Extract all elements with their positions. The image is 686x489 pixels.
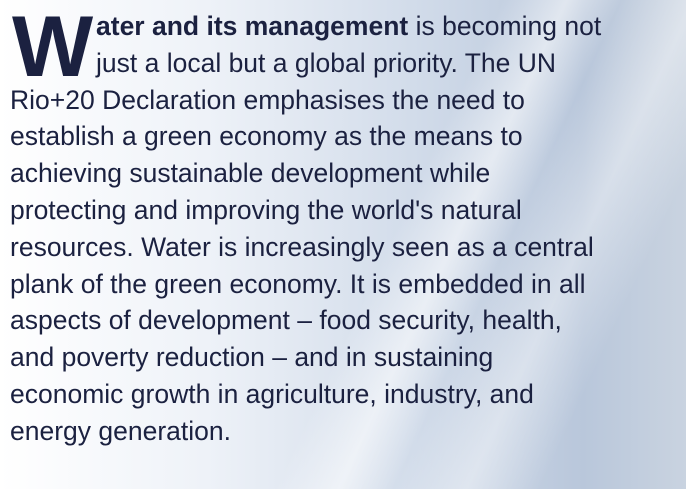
text-line: energy generation. [10, 413, 601, 450]
text-span: is becoming not [416, 11, 602, 41]
text-line: economic growth in agriculture, industry… [10, 376, 601, 413]
page: W ater and its management is becoming no… [0, 0, 686, 489]
paragraph: W ater and its management is becoming no… [10, 8, 601, 450]
lead-text: ater and its management [96, 11, 408, 41]
text-body: just a local but a global priority. The … [10, 45, 601, 450]
text-line: ater and its management is becoming not [10, 8, 601, 45]
text-line: resources. Water is increasingly seen as… [10, 229, 601, 266]
text-line: protecting and improving the world's nat… [10, 192, 601, 229]
text-line: Rio+20 Declaration emphasises the need t… [10, 82, 601, 119]
text-line: establish a green economy as the means t… [10, 118, 601, 155]
drop-cap: W [12, 10, 93, 84]
text-line: achieving sustainable development while [10, 155, 601, 192]
text-line: aspects of development – food security, … [10, 302, 601, 339]
text-line: plank of the green economy. It is embedd… [10, 266, 601, 303]
text-line: and poverty reduction – and in sustainin… [10, 339, 601, 376]
text-line: just a local but a global priority. The … [10, 45, 601, 82]
